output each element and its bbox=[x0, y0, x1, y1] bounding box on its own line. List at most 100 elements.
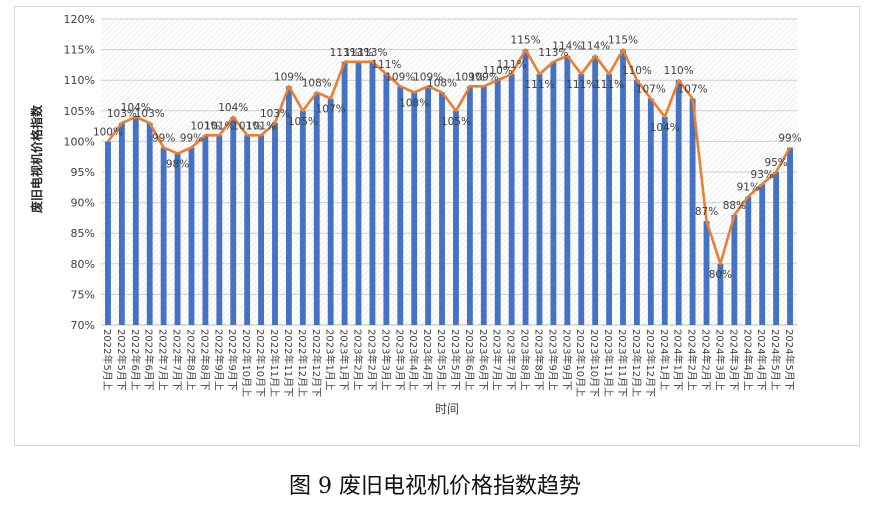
x-tick-label: 2023年3月上 bbox=[379, 329, 392, 391]
data-label: 103% bbox=[260, 108, 290, 120]
x-tick-label: 2023年12月下 bbox=[644, 329, 657, 397]
data-label: 104% bbox=[121, 102, 151, 114]
x-tick-label: 2023年9月上 bbox=[546, 329, 559, 391]
data-label: 99% bbox=[152, 133, 175, 145]
data-label: 103% bbox=[107, 108, 137, 120]
x-axis-title: 时间 bbox=[435, 402, 459, 416]
bar bbox=[522, 49, 529, 325]
trend-line bbox=[106, 48, 792, 266]
line-series bbox=[106, 48, 792, 266]
bar bbox=[453, 110, 459, 325]
data-label: 104% bbox=[218, 102, 248, 114]
data-label: 103% bbox=[135, 108, 165, 120]
bar bbox=[606, 74, 613, 325]
x-tick-label: 2024年2月下 bbox=[700, 329, 713, 391]
x-tick-label: 2023年8月下 bbox=[533, 329, 546, 391]
x-tick-label: 2022年8月上 bbox=[185, 329, 198, 391]
y-tick-label: 70% bbox=[71, 319, 95, 332]
bar bbox=[759, 184, 766, 325]
data-label: 109% bbox=[274, 71, 304, 83]
bar bbox=[202, 135, 209, 325]
bar bbox=[411, 92, 418, 325]
x-tick-label: 2022年12月下 bbox=[310, 329, 323, 397]
bar bbox=[313, 92, 320, 325]
data-label: 110% bbox=[622, 65, 652, 77]
data-label: 113% bbox=[357, 47, 387, 59]
data-label: 109% bbox=[455, 71, 485, 83]
x-tick-label: 2022年12月上 bbox=[296, 329, 309, 397]
bar bbox=[146, 123, 153, 325]
bar bbox=[466, 86, 473, 325]
data-label: 115% bbox=[511, 35, 541, 47]
data-label: 114% bbox=[580, 41, 610, 53]
data-label: 105% bbox=[288, 116, 318, 128]
x-tick-label: 2023年1月下 bbox=[338, 329, 351, 391]
x-axis-ticks: 2022年5月上 2022年5月下 2022年6月上 2022年6月下 2022年7月上… bbox=[101, 329, 796, 397]
data-label: 110% bbox=[483, 65, 513, 77]
data-label: 111% bbox=[371, 59, 401, 71]
bar bbox=[620, 49, 626, 325]
data-label: 109% bbox=[413, 71, 443, 83]
bar bbox=[397, 86, 404, 325]
data-label: 87% bbox=[695, 206, 718, 218]
bar bbox=[578, 74, 585, 325]
x-tick-label: 2024年5月上 bbox=[769, 329, 782, 391]
data-labels: 100%103%104%103%99%98%99%101%101%104%101… bbox=[93, 35, 802, 281]
x-tick-label: 2024年2月上 bbox=[686, 329, 699, 391]
x-tick-label: 2023年2月下 bbox=[365, 329, 378, 391]
price-index-chart: 70% 75% 80% 85% 90% 95% 100% 105% 110% 115% 120% 1… bbox=[29, 13, 802, 416]
x-tick-label: 2022年9月下 bbox=[226, 329, 239, 391]
data-label: 111% bbox=[594, 79, 624, 91]
chart-frame: 70% 75% 80% 85% 90% 95% 100% 105% 110% 115% 120% 1… bbox=[14, 6, 860, 446]
data-label: 109% bbox=[385, 71, 415, 83]
y-tick-label: 85% bbox=[71, 227, 95, 240]
bar bbox=[174, 153, 181, 325]
data-label: 104% bbox=[650, 122, 680, 134]
bar bbox=[703, 220, 710, 325]
data-label: 80% bbox=[709, 269, 732, 281]
data-label: 108% bbox=[302, 77, 332, 89]
bar bbox=[369, 61, 376, 326]
bar bbox=[675, 80, 682, 325]
data-label: 88% bbox=[723, 200, 746, 212]
bar bbox=[745, 196, 752, 325]
bar bbox=[188, 147, 195, 325]
bar bbox=[508, 74, 515, 325]
data-label: 115% bbox=[608, 35, 638, 47]
bar bbox=[272, 123, 278, 325]
x-tick-label: 2023年10月上 bbox=[574, 329, 587, 397]
bar bbox=[536, 74, 543, 325]
x-tick-label: 2023年7月上 bbox=[491, 329, 504, 391]
bar-series bbox=[105, 49, 793, 326]
figure-caption: 图 9 废旧电视机价格指数趋势 bbox=[289, 474, 581, 499]
x-tick-label: 2024年3月上 bbox=[713, 329, 726, 391]
data-label: 111% bbox=[497, 59, 527, 71]
bar bbox=[661, 116, 668, 325]
bar bbox=[425, 86, 432, 325]
data-label: 99% bbox=[180, 133, 203, 145]
y-tick-label: 105% bbox=[64, 105, 95, 118]
bar bbox=[480, 86, 487, 325]
data-label: 98% bbox=[166, 159, 189, 171]
x-tick-label: 2022年5月下 bbox=[115, 329, 128, 391]
x-tick-label: 2023年10月下 bbox=[588, 329, 601, 397]
x-tick-label: 2022年7月下 bbox=[171, 329, 184, 391]
x-tick-label: 2024年1月上 bbox=[658, 329, 671, 391]
y-tick-label: 115% bbox=[64, 44, 95, 57]
x-tick-label: 2023年11月下 bbox=[616, 329, 629, 397]
y-tick-label: 110% bbox=[64, 74, 95, 87]
bar bbox=[132, 116, 139, 325]
bar bbox=[244, 135, 251, 325]
x-tick-label: 2022年10月上 bbox=[240, 329, 253, 397]
bar bbox=[564, 55, 571, 325]
data-label: 109% bbox=[469, 71, 499, 83]
bar bbox=[216, 135, 223, 325]
bar bbox=[494, 80, 501, 325]
x-tick-label: 2022年10月下 bbox=[254, 329, 267, 397]
data-label: 101% bbox=[232, 120, 262, 132]
bar bbox=[773, 172, 780, 325]
bar bbox=[105, 141, 111, 325]
x-tick-label: 2023年4月下 bbox=[421, 329, 434, 391]
bar bbox=[299, 110, 306, 325]
data-label: 99% bbox=[778, 133, 801, 145]
